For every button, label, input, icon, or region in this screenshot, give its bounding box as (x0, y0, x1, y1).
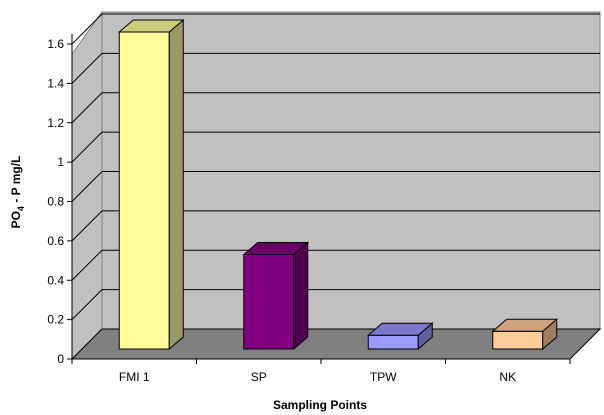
side-wall (71, 10, 103, 361)
bars (117, 18, 559, 351)
y-tick-label: 0.2 (47, 313, 64, 327)
x-tick-label: NK (499, 370, 516, 384)
axes (67, 34, 571, 364)
y-tick-label: 1.2 (47, 116, 64, 130)
gridlines (71, 13, 600, 320)
y-tick-label: 0.6 (47, 234, 64, 248)
gridline-side (71, 13, 103, 45)
bar-side (293, 241, 309, 351)
x-tick-label: TPW (370, 370, 397, 384)
bar (117, 18, 185, 351)
y-tick-labels: 0 0.2 0.4 0.6 0.8 1 1.2 1.4 1.6 (47, 37, 64, 366)
x-tick-label: FMI 1 (119, 370, 150, 384)
bar (366, 322, 434, 351)
y-tick-label: 1.4 (47, 76, 64, 90)
bar-front (367, 334, 419, 350)
y-axis-title-rest: - P mg/L (9, 156, 23, 206)
gridline-side (71, 92, 103, 124)
gridline-side (71, 210, 103, 242)
y-tick-label: 0 (57, 352, 64, 366)
x-tick-labels: FMI 1 SP TPW NK (119, 370, 516, 384)
y-tick-label: 0.4 (47, 273, 64, 287)
bar-top (366, 322, 434, 336)
gridline-side (71, 249, 103, 281)
gridline-side (71, 171, 103, 202)
bar (242, 241, 310, 351)
bar (491, 318, 559, 351)
gridline-side (71, 289, 103, 320)
x-axis-title: Sampling Points (273, 398, 367, 412)
y-axis-title-subscript: 4 (16, 206, 26, 211)
y-tick-label: 1.6 (47, 37, 64, 51)
y-tick-label: 1 (57, 155, 64, 169)
y-tick-label: 0.8 (47, 195, 64, 209)
y-axis-title: PO4 - P mg/L (9, 156, 26, 229)
x-tick-label: SP (251, 370, 267, 384)
bar-top (491, 318, 559, 332)
bar-front (492, 330, 544, 350)
y-axis-title-main: PO (9, 211, 23, 228)
gridline-side (71, 53, 103, 84)
bar-side (168, 18, 184, 351)
bar-top (117, 19, 185, 33)
bar-front (243, 254, 295, 350)
gridline-side (71, 131, 103, 163)
bar-top (242, 242, 310, 255)
bar-front (118, 31, 170, 350)
